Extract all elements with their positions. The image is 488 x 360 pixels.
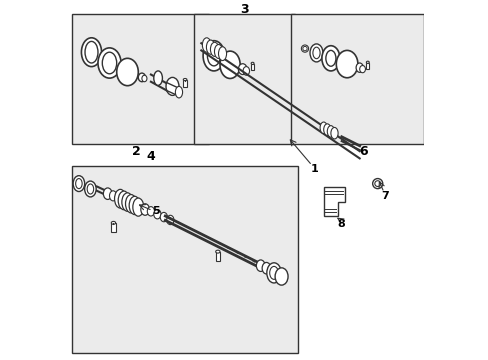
Ellipse shape xyxy=(243,67,249,75)
Ellipse shape xyxy=(153,71,162,85)
Ellipse shape xyxy=(202,38,211,52)
Circle shape xyxy=(374,181,380,186)
Bar xyxy=(366,63,368,69)
Ellipse shape xyxy=(111,221,115,224)
Ellipse shape xyxy=(138,73,145,82)
Ellipse shape xyxy=(118,191,129,210)
Ellipse shape xyxy=(215,250,220,253)
Ellipse shape xyxy=(321,46,339,71)
Ellipse shape xyxy=(160,212,167,222)
Bar xyxy=(111,223,115,232)
Text: 7: 7 xyxy=(380,191,388,201)
Ellipse shape xyxy=(210,42,218,57)
Ellipse shape xyxy=(266,263,281,283)
Ellipse shape xyxy=(166,215,174,225)
Ellipse shape xyxy=(267,265,276,276)
Ellipse shape xyxy=(207,46,220,66)
Ellipse shape xyxy=(220,51,240,78)
Ellipse shape xyxy=(73,176,84,192)
Text: 5: 5 xyxy=(152,206,160,216)
Circle shape xyxy=(302,46,306,51)
Ellipse shape xyxy=(103,188,112,199)
Ellipse shape xyxy=(147,207,154,216)
Ellipse shape xyxy=(81,38,102,67)
Ellipse shape xyxy=(262,262,270,274)
Circle shape xyxy=(301,45,308,52)
Ellipse shape xyxy=(256,260,264,271)
Bar xyxy=(291,14,424,144)
Ellipse shape xyxy=(114,189,126,208)
Bar xyxy=(72,14,208,144)
Ellipse shape xyxy=(166,77,179,95)
Bar xyxy=(215,252,220,261)
Bar xyxy=(72,166,298,353)
Ellipse shape xyxy=(203,41,224,71)
Ellipse shape xyxy=(309,44,322,62)
Ellipse shape xyxy=(269,266,278,279)
Text: 3: 3 xyxy=(240,3,248,15)
Ellipse shape xyxy=(122,193,133,211)
Ellipse shape xyxy=(153,210,161,219)
Text: 4: 4 xyxy=(146,150,155,163)
Ellipse shape xyxy=(218,47,226,60)
Ellipse shape xyxy=(355,63,363,72)
Ellipse shape xyxy=(336,50,357,78)
Bar xyxy=(183,80,186,87)
Ellipse shape xyxy=(323,124,330,135)
Ellipse shape xyxy=(109,191,117,201)
Ellipse shape xyxy=(366,61,368,63)
Ellipse shape xyxy=(359,66,365,73)
Ellipse shape xyxy=(312,47,320,59)
Ellipse shape xyxy=(214,45,222,58)
Text: 8: 8 xyxy=(336,219,344,229)
Ellipse shape xyxy=(102,52,117,74)
Bar xyxy=(250,64,254,70)
Ellipse shape xyxy=(84,181,96,197)
Ellipse shape xyxy=(326,126,334,137)
Ellipse shape xyxy=(325,50,335,66)
Ellipse shape xyxy=(275,268,287,285)
Ellipse shape xyxy=(175,86,182,98)
Ellipse shape xyxy=(320,122,326,134)
Ellipse shape xyxy=(141,204,149,215)
Ellipse shape xyxy=(206,40,214,54)
Ellipse shape xyxy=(330,127,337,139)
Ellipse shape xyxy=(129,196,140,215)
Ellipse shape xyxy=(142,75,146,82)
Ellipse shape xyxy=(117,58,138,86)
Ellipse shape xyxy=(85,41,98,63)
Bar xyxy=(194,14,294,144)
Ellipse shape xyxy=(98,48,121,78)
Ellipse shape xyxy=(125,194,137,213)
Text: 1: 1 xyxy=(310,164,318,174)
Text: 6: 6 xyxy=(358,145,367,158)
Ellipse shape xyxy=(183,78,186,81)
Ellipse shape xyxy=(76,179,82,189)
Ellipse shape xyxy=(87,184,94,194)
Circle shape xyxy=(372,179,382,189)
Ellipse shape xyxy=(133,198,143,216)
Ellipse shape xyxy=(251,62,254,64)
Ellipse shape xyxy=(238,64,246,75)
Text: 2: 2 xyxy=(132,145,141,158)
